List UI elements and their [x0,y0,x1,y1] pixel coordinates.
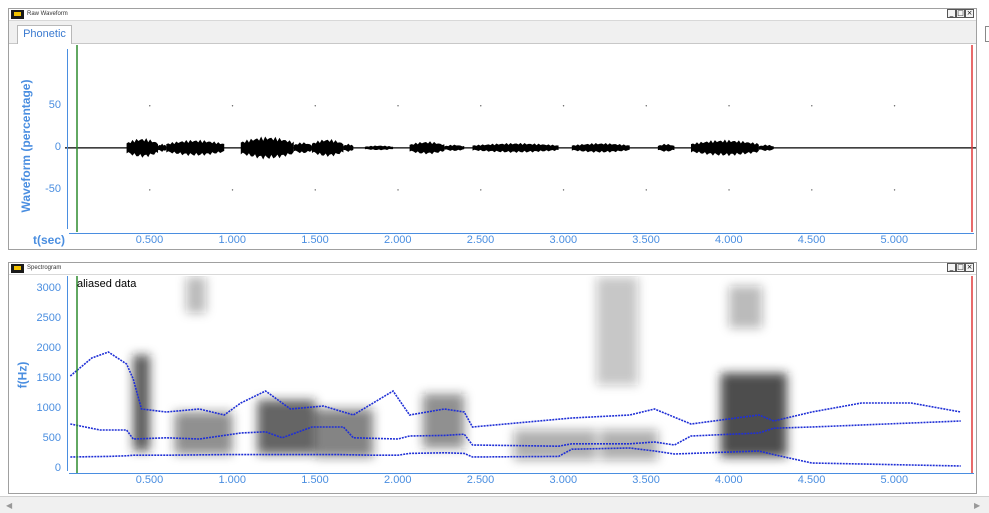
close-icon[interactable]: × [965,9,974,18]
close-icon[interactable]: × [965,263,974,272]
waveform-segment [409,141,445,155]
scroll-right-arrow-icon[interactable]: ▶ [974,501,981,510]
spectrogram-window: Spectrogram _ □ × f(Hz) 3000 2500 2000 1500… [8,262,977,494]
spectrogram-x-tick-label: 1.500 [301,474,329,486]
waveform-x-tick-label: 1.500 [301,234,329,246]
waveform-segment [364,145,394,151]
spectral-energy-region [729,286,763,328]
app-icon [11,264,24,273]
spectrogram-x-tick-label: 5.000 [880,474,909,486]
waveform-x-tick-label: 1.000 [218,234,247,246]
spectrogram-x-tick-label: 3.000 [549,474,578,486]
waveform-segment [657,143,675,152]
spectrogram-x-axis-line [69,473,974,474]
spectrogram-window-title: Spectrogram [27,265,62,271]
spectrogram-y-tick-label: 0 [54,462,61,474]
waveform-y-tick-label: 0 [54,140,61,153]
waveform-x-tick-label: 0.500 [135,234,164,246]
waveform-x-tick-label: 5.000 [880,234,909,246]
maximize-icon[interactable]: □ [956,9,965,18]
spectrogram-y-tick-label: 1500 [36,372,61,384]
app-icon [11,10,24,19]
waveform-segment [293,142,312,154]
waveform-title-bar[interactable]: Raw Waveform _ □ × [9,9,976,21]
waveform-segment [311,138,344,157]
spectral-energy-region [513,430,597,460]
formant-track-f1 [70,447,961,467]
formant-track-f2 [70,420,961,448]
waveform-y-tick-label: -50 [45,182,61,195]
spectrogram-y-axis-title: f(Hz) [15,361,30,389]
spectral-energy-region [186,277,207,313]
waveform-y-axis-line [67,49,68,229]
waveform-x-tick-label: 2.500 [466,234,495,246]
waveform-segment [158,143,167,152]
spectral-energy-region [133,355,150,451]
waveform-window-title: Raw Waveform [27,11,68,17]
aliased-data-annotation: aliased data [77,278,137,290]
spectral-energy-region [422,394,465,448]
spectrogram-x-tick-label: 0.500 [135,474,164,486]
spectrogram-y-tick-label: 2000 [36,342,61,354]
waveform-segment [240,136,294,160]
time-axis-label: t(sec) [33,233,66,247]
waveform-segment [758,144,774,152]
spectrogram-plot[interactable] [65,276,976,473]
tab-phonetic[interactable]: Phonetic [17,25,72,44]
waveform-segment [166,139,225,156]
waveform-x-tick-label: 3.000 [549,234,578,246]
waveform-x-tick-label: 2.000 [384,234,412,246]
waveform-x-axis-line [69,233,974,234]
waveform-plot[interactable] [65,45,976,232]
spectral-energy-region [315,409,374,457]
spectrogram-x-tick-label: 2.500 [466,474,495,486]
waveform-x-tick-label: 4.000 [715,234,743,246]
spectrogram-y-tick-label: 500 [42,432,61,444]
waveform-segment [472,142,559,153]
spectrogram-y-tick-label: 3000 [36,282,61,294]
waveform-segment [571,142,630,153]
spectrogram-y-tick-label: 2500 [36,312,61,324]
spectral-energy-region [596,277,639,385]
spectral-energy-region [174,412,233,454]
window-controls: _ □ × [947,9,974,18]
spectrogram-x-tick-label: 3.500 [632,474,660,486]
waveform-window: Raw Waveform _ □ × Phonetic Waveform (pe… [8,8,977,250]
right-pane-edge [985,26,989,42]
spectrogram-title-bar[interactable]: Spectrogram _ □ × [9,263,976,275]
tab-bar: Phonetic [9,21,976,44]
formant-track-f3 [69,351,961,428]
waveform-y-tick-label: 50 [48,98,61,111]
minimize-icon[interactable]: _ [947,9,956,18]
spectral-energy-region [257,400,316,454]
spectrogram-x-tick-label: 2.000 [384,474,412,486]
spectrogram-x-tick-label: 1.000 [218,474,247,486]
spectrogram-y-tick-label: 1000 [36,402,61,414]
window-controls: _ □ × [947,263,974,272]
waveform-x-tick-label: 3.500 [632,234,660,246]
waveform-segment [343,143,354,152]
waveform-segment [690,139,759,157]
spectral-energy-region [599,430,658,460]
waveform-segment [444,144,465,151]
spectrogram-x-tick-label: 4.500 [797,474,826,486]
spectrogram-y-axis-line [67,276,68,471]
maximize-icon[interactable]: □ [956,263,965,272]
scroll-left-arrow-icon[interactable]: ◀ [6,501,13,510]
horizontal-scrollbar[interactable]: ◀ ▶ [0,496,989,513]
waveform-x-tick-label: 4.500 [797,234,826,246]
spectral-energy-region [720,373,787,457]
minimize-icon[interactable]: _ [947,263,956,272]
waveform-segment [126,138,159,158]
spectrogram-x-tick-label: 4.000 [715,474,743,486]
